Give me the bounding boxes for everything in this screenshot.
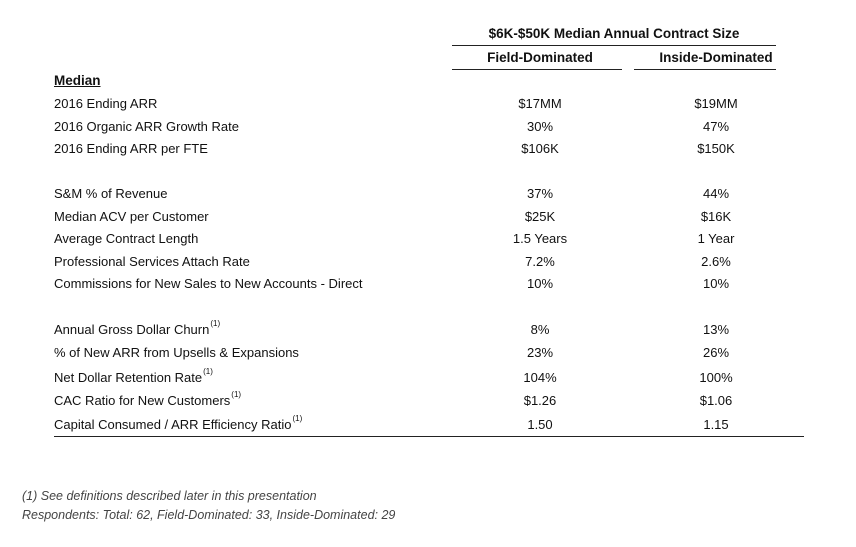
row-label: S&M % of Revenue bbox=[54, 186, 167, 201]
row-label-text: Median ACV per Customer bbox=[54, 209, 209, 224]
table-row: Average Contract Length 1.5 Years 1 Year bbox=[0, 231, 856, 251]
value-inside-dominated: 1.15 bbox=[703, 417, 729, 432]
table-row: Median ACV per Customer $25K $16K bbox=[0, 209, 856, 229]
row-label-text: 2016 Organic ARR Growth Rate bbox=[54, 119, 239, 134]
row-label-text: CAC Ratio for New Customers bbox=[54, 393, 231, 408]
row-label-text: Average Contract Length bbox=[54, 231, 199, 246]
row-label-text: S&M % of Revenue bbox=[54, 186, 168, 201]
value-inside-dominated: 10% bbox=[702, 276, 730, 291]
value-inside-dominated: $19MM bbox=[694, 96, 738, 111]
row-label-text: Professional Services Attach Rate bbox=[54, 254, 250, 269]
row-label-text: Annual Gross Dollar Churn bbox=[54, 322, 210, 337]
table-row: Annual Gross Dollar Churn(1) 8% 13% bbox=[0, 319, 856, 342]
row-label-text: 2016 Ending ARR per FTE bbox=[54, 141, 208, 156]
footnote-definitions: (1) See definitions described later in t… bbox=[22, 489, 317, 503]
value-field-dominated: $17MM bbox=[518, 96, 562, 111]
table-row: CAC Ratio for New Customers(1) $1.26 $1.06 bbox=[0, 390, 856, 413]
table-super-title: $6K-$50K Median Annual Contract Size bbox=[488, 26, 740, 41]
value-field-dominated: 23% bbox=[526, 345, 554, 360]
table-row: Professional Services Attach Rate 7.2% 2.6… bbox=[0, 254, 856, 274]
value-inside-dominated: 100% bbox=[699, 370, 733, 385]
value-field-dominated: 1.5 Years bbox=[512, 231, 568, 246]
row-label: Capital Consumed / ARR Efficiency Ratio(… bbox=[54, 414, 303, 432]
table-row: 2016 Ending ARR $17MM $19MM bbox=[0, 96, 856, 116]
value-inside-dominated: $1.06 bbox=[699, 393, 733, 408]
value-field-dominated: $1.26 bbox=[523, 393, 557, 408]
column-divider-inside bbox=[634, 69, 776, 70]
row-label-text: Commissions for New Sales to New Account… bbox=[54, 276, 363, 291]
value-field-dominated: 7.2% bbox=[525, 254, 555, 269]
value-field-dominated: 37% bbox=[526, 186, 554, 201]
table-row: Capital Consumed / ARR Efficiency Ratio(… bbox=[0, 414, 856, 437]
row-label-text: Capital Consumed / ARR Efficiency Ratio bbox=[54, 417, 292, 432]
value-inside-dominated: 13% bbox=[702, 322, 730, 337]
table-row: Net Dollar Retention Rate(1) 104% 100% bbox=[0, 367, 856, 390]
value-field-dominated: $106K bbox=[521, 141, 559, 156]
row-label-text: 2016 Ending ARR bbox=[54, 96, 158, 111]
value-field-dominated: 10% bbox=[526, 276, 554, 291]
row-label: Median ACV per Customer bbox=[54, 209, 209, 224]
table-bottom-rule bbox=[54, 436, 804, 437]
row-label: Average Contract Length bbox=[54, 231, 198, 246]
header-divider bbox=[452, 45, 776, 46]
table-row: 2016 Ending ARR per FTE $106K $150K bbox=[0, 141, 856, 161]
row-label: % of New ARR from Upsells & Expansions bbox=[54, 345, 299, 360]
column-header-field-dominated: Field-Dominated bbox=[487, 50, 593, 65]
row-label: Net Dollar Retention Rate(1) bbox=[54, 367, 213, 385]
row-label: Commissions for New Sales to New Account… bbox=[54, 276, 362, 291]
row-label: 2016 Ending ARR per FTE bbox=[54, 141, 208, 156]
value-field-dominated: $25K bbox=[524, 209, 556, 224]
row-label: 2016 Ending ARR bbox=[54, 96, 157, 111]
column-divider-field bbox=[452, 69, 622, 70]
value-inside-dominated: 44% bbox=[702, 186, 730, 201]
value-inside-dominated: 26% bbox=[702, 345, 730, 360]
row-label: Annual Gross Dollar Churn(1) bbox=[54, 319, 221, 337]
value-inside-dominated: 2.6% bbox=[701, 254, 731, 269]
footnote-marker: (1) bbox=[231, 390, 242, 399]
row-label-text: % of New ARR from Upsells & Expansions bbox=[54, 345, 299, 360]
column-header-inside-dominated: Inside-Dominated bbox=[659, 50, 773, 65]
value-inside-dominated: 47% bbox=[702, 119, 730, 134]
footnote-respondents: Respondents: Total: 62, Field-Dominated:… bbox=[22, 508, 396, 522]
value-field-dominated: 30% bbox=[526, 119, 554, 134]
value-inside-dominated: 1 Year bbox=[697, 231, 735, 246]
footnote-marker: (1) bbox=[292, 414, 303, 423]
row-label-text: Net Dollar Retention Rate bbox=[54, 370, 203, 385]
value-field-dominated: 8% bbox=[530, 322, 550, 337]
table-row: Commissions for New Sales to New Account… bbox=[0, 276, 856, 296]
table-row: % of New ARR from Upsells & Expansions 23… bbox=[0, 345, 856, 365]
row-label: CAC Ratio for New Customers(1) bbox=[54, 390, 242, 408]
section-label-median: Median bbox=[54, 73, 101, 88]
table-row: S&M % of Revenue 37% 44% bbox=[0, 186, 856, 206]
footnote-marker: (1) bbox=[210, 319, 221, 328]
row-label: 2016 Organic ARR Growth Rate bbox=[54, 119, 239, 134]
row-label: Professional Services Attach Rate bbox=[54, 254, 250, 269]
footnote-marker: (1) bbox=[203, 367, 213, 376]
table-row: 2016 Organic ARR Growth Rate 30% 47% bbox=[0, 119, 856, 139]
value-field-dominated: 104% bbox=[523, 370, 557, 385]
value-inside-dominated: $16K bbox=[700, 209, 732, 224]
value-inside-dominated: $150K bbox=[697, 141, 735, 156]
value-field-dominated: 1.50 bbox=[527, 417, 553, 432]
